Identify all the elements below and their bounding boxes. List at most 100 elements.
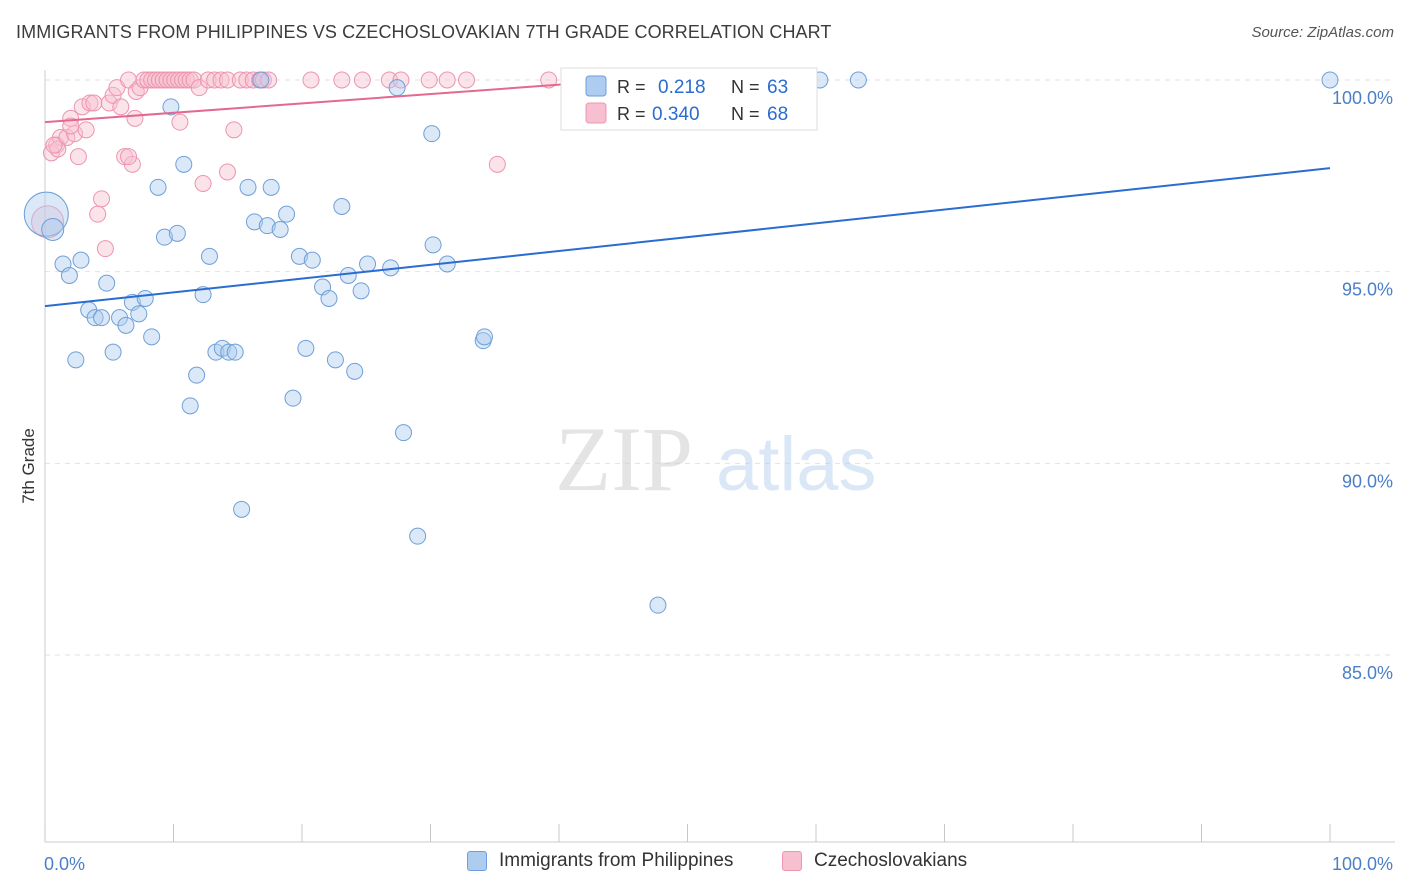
philippines-point bbox=[409, 527, 427, 545]
y-tick-label: 95.0% bbox=[1342, 280, 1393, 300]
philippines-point bbox=[320, 290, 338, 307]
philippines-point bbox=[849, 71, 867, 89]
chart-title: IMMIGRANTS FROM PHILIPPINES VS CZECHOSLO… bbox=[16, 22, 832, 42]
philippines-point bbox=[339, 267, 357, 284]
czechoslovakians-point bbox=[302, 71, 320, 89]
philippines-point bbox=[220, 343, 238, 361]
czechoslovakians-point bbox=[45, 136, 63, 154]
legend-blue-n-value: 63 bbox=[767, 77, 788, 98]
y-tick-label: 85.0% bbox=[1342, 663, 1393, 683]
czechoslovakians-point bbox=[81, 94, 99, 112]
legend-item-czechoslovakians[interactable]: Czechoslovakians bbox=[782, 850, 967, 872]
philippines-point bbox=[258, 217, 276, 235]
legend-blue-n-label: N = bbox=[731, 77, 760, 97]
philippines-point bbox=[149, 178, 167, 196]
philippines-point bbox=[278, 205, 296, 223]
x-tick-labels: 0.0% 100.0% bbox=[44, 854, 1393, 874]
legend-pink-n-value: 68 bbox=[767, 104, 788, 125]
x-tick-label: 100.0% bbox=[1332, 854, 1393, 874]
czechoslovakians-point bbox=[194, 175, 212, 192]
czechoslovakians-point bbox=[488, 155, 506, 173]
philippines-point bbox=[352, 282, 370, 300]
x-tick-label: 0.0% bbox=[44, 854, 85, 874]
philippines-point bbox=[388, 79, 406, 97]
philippines-point bbox=[194, 286, 212, 304]
philippines-points bbox=[23, 71, 1339, 614]
philippines-point bbox=[162, 98, 180, 116]
philippines-point bbox=[41, 218, 65, 241]
philippines-point bbox=[175, 155, 193, 173]
philippines-point bbox=[60, 267, 78, 284]
philippines-point bbox=[359, 255, 377, 273]
philippines-point bbox=[303, 251, 321, 269]
czechoslovakians-point bbox=[218, 71, 236, 89]
series-legend: Immigrants from Philippines Czechoslovak… bbox=[0, 850, 1406, 880]
axes bbox=[44, 70, 1395, 843]
y-tick-labels: 85.0% 90.0% 95.0% 100.0% bbox=[1332, 88, 1393, 683]
philippines-point bbox=[67, 351, 85, 369]
czechoslovakians-point bbox=[120, 148, 138, 166]
czechoslovakians-point bbox=[123, 155, 141, 173]
czechoslovakians-point bbox=[238, 71, 256, 89]
philippines-point bbox=[333, 198, 351, 215]
philippines-point bbox=[284, 389, 302, 407]
czechoslovakians-point bbox=[93, 190, 111, 208]
correlation-legend: R = 0.218 N = 63 R = 0.340 N = 68 bbox=[560, 67, 818, 131]
philippines-point bbox=[156, 228, 174, 246]
philippines-legend-label: Immigrants from Philippines bbox=[499, 850, 734, 871]
legend-pink-n-label: N = bbox=[731, 104, 760, 124]
y-tick-label: 100.0% bbox=[1332, 88, 1393, 108]
czechoslovakians-point bbox=[392, 71, 410, 89]
philippines-point bbox=[239, 178, 257, 196]
philippines-point bbox=[262, 178, 280, 196]
philippines-point bbox=[188, 366, 206, 384]
philippines-point bbox=[23, 191, 69, 237]
philippines-point bbox=[346, 362, 364, 380]
czechoslovakians-point bbox=[85, 94, 103, 112]
philippines-trend-line bbox=[44, 167, 1331, 308]
legend-pink-swatch bbox=[585, 102, 607, 124]
czechoslovakians-point bbox=[212, 71, 230, 89]
philippines-point bbox=[649, 596, 667, 614]
czechoslovakians-point bbox=[206, 71, 224, 89]
trend-lines bbox=[44, 79, 1331, 308]
czechoslovakians-point bbox=[218, 163, 236, 181]
philippines-point bbox=[290, 247, 308, 265]
philippines-point bbox=[475, 328, 493, 346]
czechoslovakians-point bbox=[438, 71, 456, 89]
legend-item-philippines[interactable]: Immigrants from Philippines bbox=[467, 850, 733, 872]
czechoslovakians-points bbox=[31, 71, 558, 258]
philippines-point bbox=[226, 343, 244, 361]
watermark-atlas: atlas bbox=[716, 422, 877, 507]
czechoslovakians-point bbox=[333, 71, 351, 89]
czechoslovakians-point bbox=[126, 109, 144, 127]
philippines-point bbox=[72, 251, 90, 269]
watermark: ZIP atlas bbox=[555, 408, 877, 510]
czechoslovakians-point bbox=[31, 205, 65, 239]
czechoslovakians-point bbox=[199, 71, 217, 89]
gridlines bbox=[45, 79, 1395, 656]
philippines-point bbox=[181, 397, 199, 415]
philippines-point bbox=[104, 343, 122, 361]
philippines-point bbox=[424, 236, 442, 254]
czechoslovakians-point bbox=[420, 71, 438, 89]
philippines-point bbox=[423, 125, 441, 143]
czechoslovakians-legend-label: Czechoslovakians bbox=[814, 850, 968, 871]
czechoslovakians-point bbox=[457, 71, 475, 89]
czechoslovakians-point bbox=[69, 148, 87, 166]
philippines-point bbox=[271, 221, 289, 238]
watermark-zip: ZIP bbox=[555, 408, 693, 510]
legend-blue-r-value: 0.218 bbox=[658, 77, 706, 98]
czechoslovakians-point bbox=[225, 121, 243, 139]
czechoslovakians-point bbox=[540, 71, 558, 89]
philippines-point bbox=[168, 224, 186, 242]
czechoslovakians-point bbox=[77, 121, 95, 139]
philippines-swatch bbox=[467, 851, 487, 871]
y-axis-label: 7th Grade bbox=[19, 428, 38, 504]
legend-pink-r-value: 0.340 bbox=[652, 104, 700, 125]
philippines-point bbox=[93, 309, 111, 327]
philippines-point bbox=[143, 328, 161, 346]
czechoslovakians-point bbox=[231, 71, 249, 89]
philippines-point bbox=[245, 213, 263, 231]
